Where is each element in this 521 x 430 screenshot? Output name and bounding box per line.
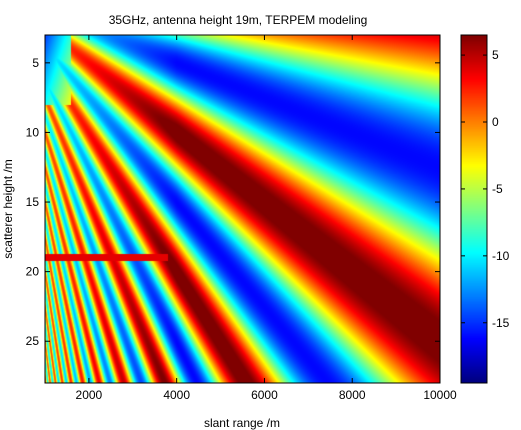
y-axis: 5 10 15 20 25 xyxy=(26,56,440,348)
heatmap-image xyxy=(45,35,440,383)
colorbar-tick-label: 5 xyxy=(492,48,499,62)
x-tick-label: 2000 xyxy=(76,388,103,402)
colorbar-frame xyxy=(460,34,488,384)
colorbar-image xyxy=(461,35,487,383)
y-tick-label: 10 xyxy=(26,125,40,139)
colorbar-tick-label: -5 xyxy=(492,182,503,196)
colorbar xyxy=(460,34,488,384)
y-tick-label: 5 xyxy=(32,56,39,70)
y-tick-label: 25 xyxy=(26,334,40,348)
x-tick-label: 10000 xyxy=(423,388,457,402)
y-tick-label: 15 xyxy=(26,195,40,209)
colorbar-tick-label: -10 xyxy=(492,249,510,263)
colorbar-ticks: 5 0 -5 -10 -15 xyxy=(461,48,510,330)
colorbar-tick-label: 0 xyxy=(492,115,499,129)
plot-frame xyxy=(44,34,441,384)
x-tick-label: 8000 xyxy=(339,388,366,402)
x-tick-label: 6000 xyxy=(251,388,278,402)
x-tick-label: 4000 xyxy=(163,388,190,402)
y-axis-label: scatterer height /m xyxy=(1,159,15,258)
y-tick-label: 20 xyxy=(26,265,40,279)
chart-title: 35GHz, antenna height 19m, TERPEM modeli… xyxy=(109,13,368,27)
plot-area xyxy=(44,34,441,384)
x-axis: 2000 4000 6000 8000 10000 xyxy=(76,35,457,402)
x-axis-label: slant range /m xyxy=(204,416,280,430)
colorbar-tick-label: -15 xyxy=(492,316,510,330)
